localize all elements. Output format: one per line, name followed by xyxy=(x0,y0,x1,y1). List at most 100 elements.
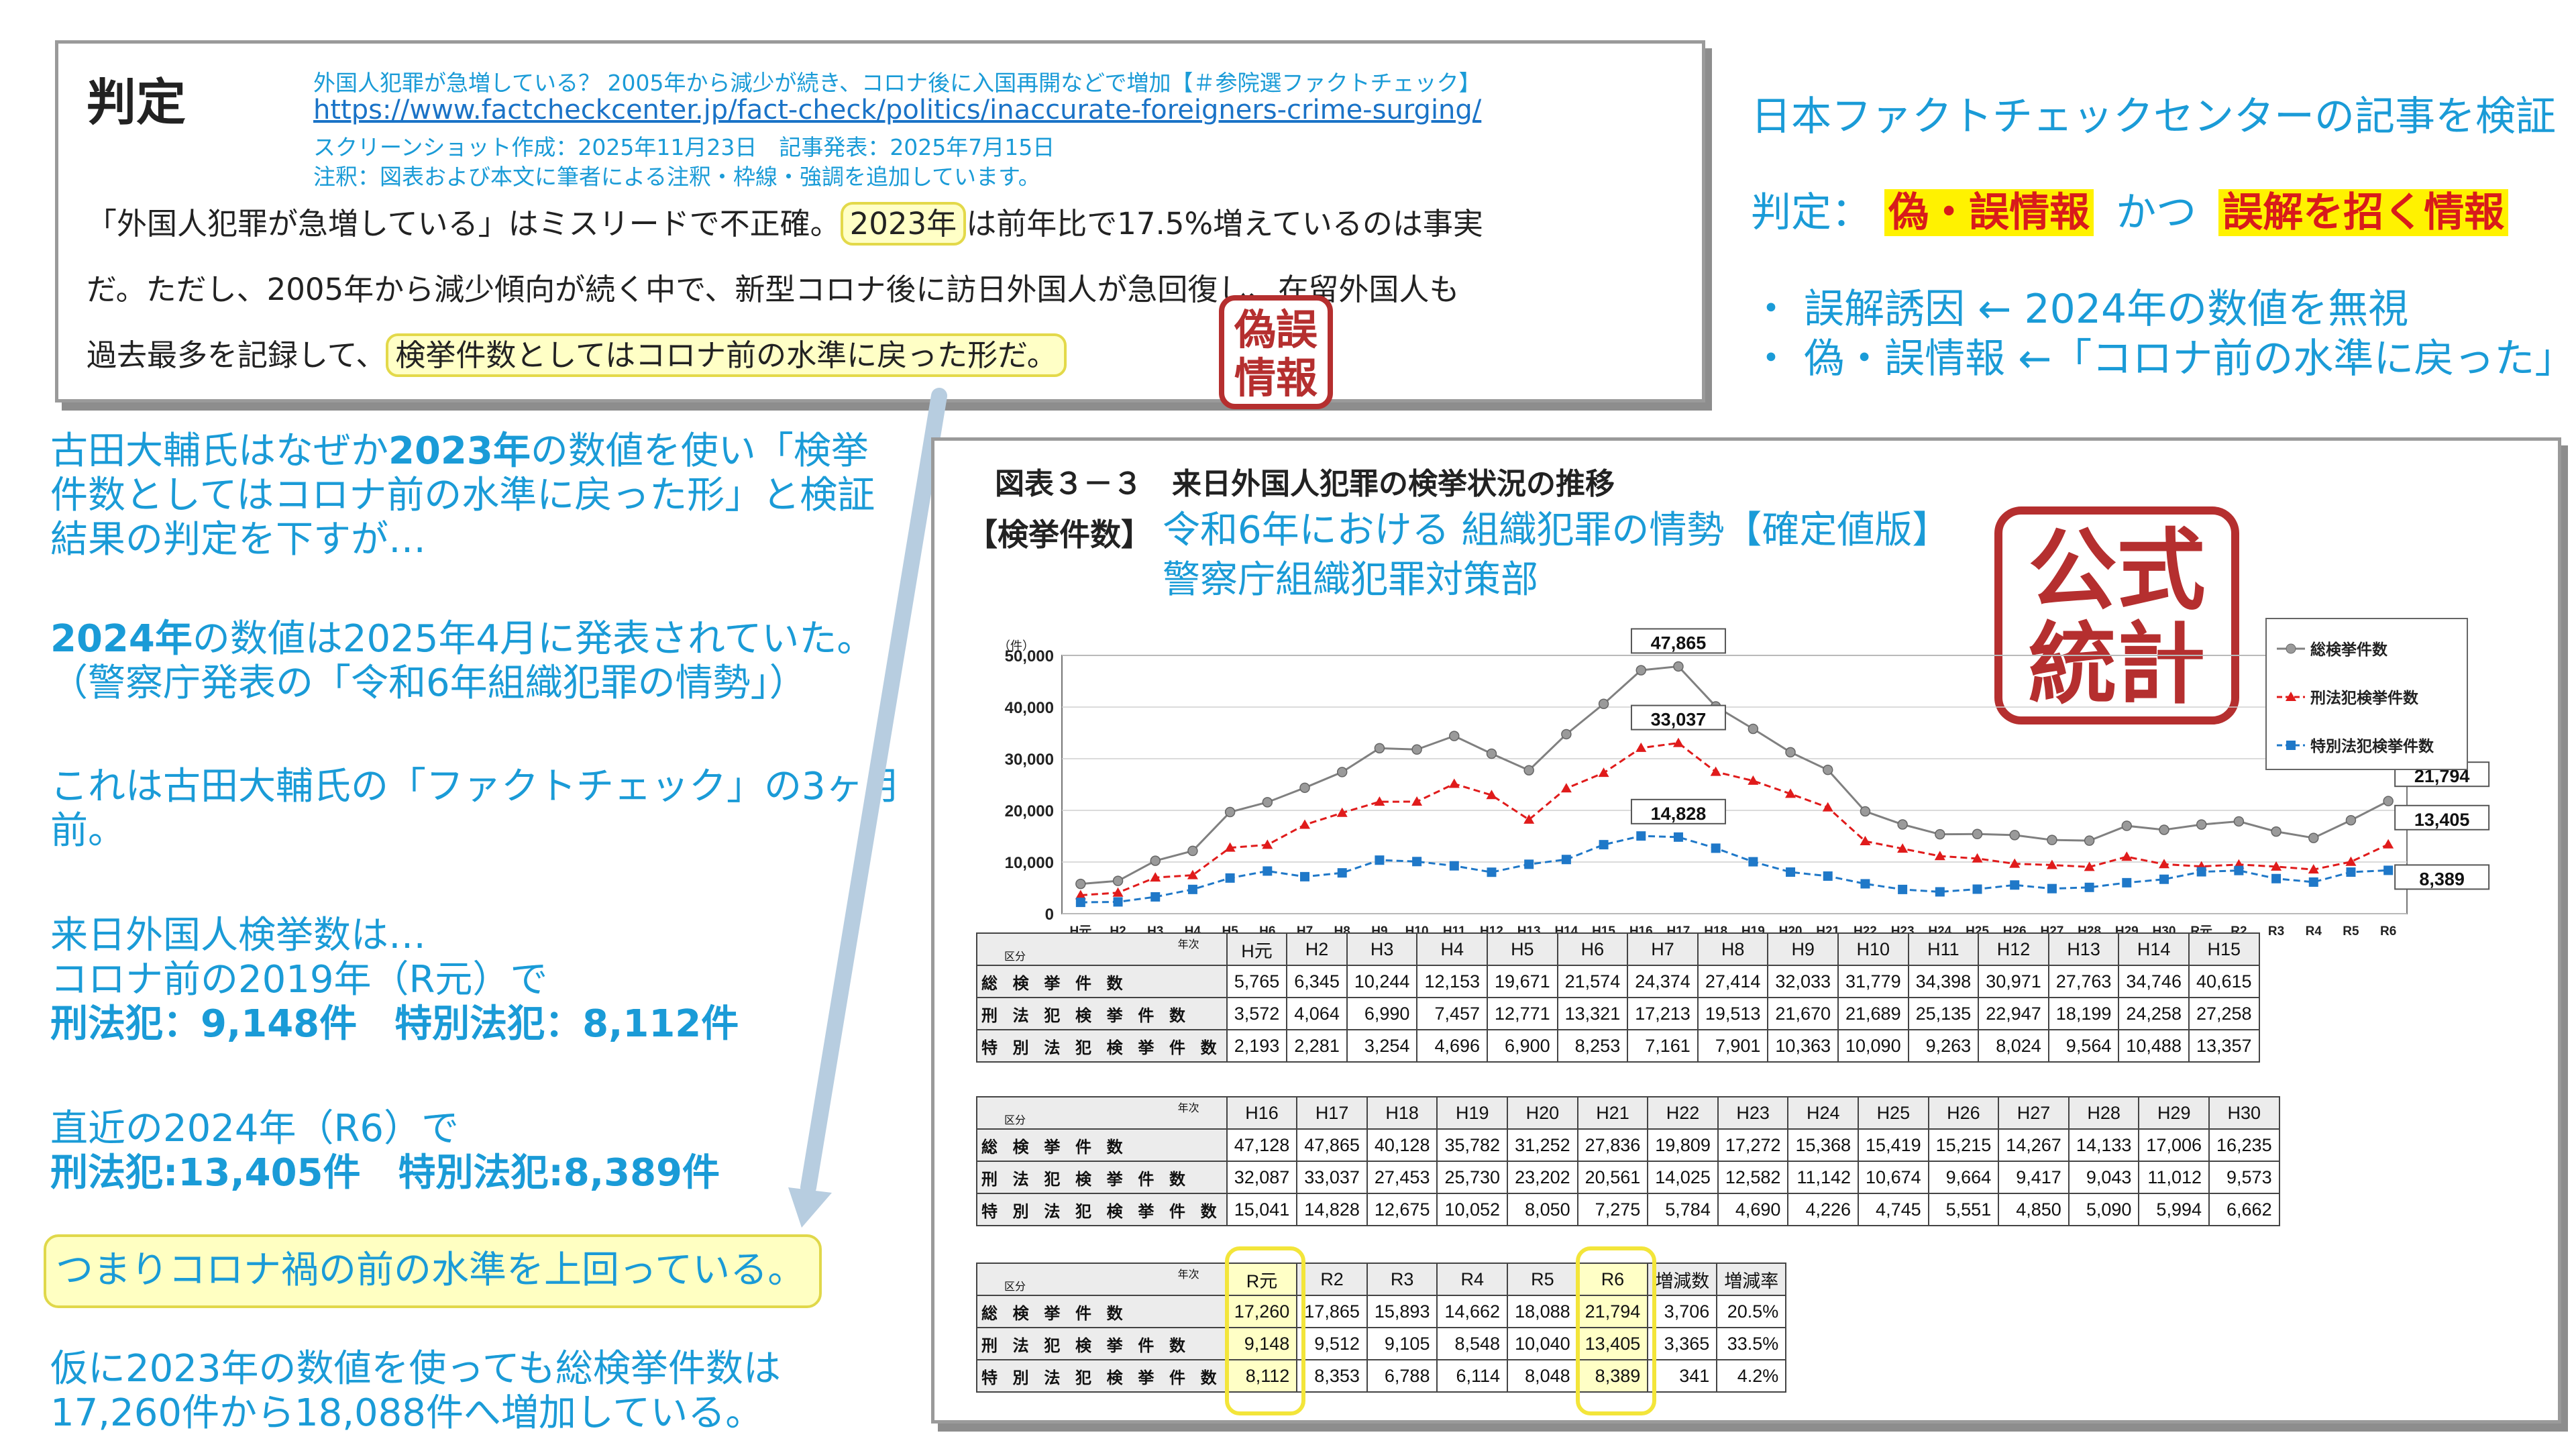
data-label: 13,405 xyxy=(2414,810,2470,830)
screenshot-info: スクリーンショット作成：2025年11月23日 記事発表：2025年7月15日 xyxy=(313,134,1055,160)
data-point xyxy=(2158,859,2169,869)
table-row: 刑 法 犯 検 挙 件 数 9,148 9,512 9,105 8,548 10,040 1… xyxy=(976,1327,1787,1360)
data-point xyxy=(1448,778,1460,788)
data-point xyxy=(2121,820,2133,831)
data-point xyxy=(1972,853,1983,863)
data-point xyxy=(2383,865,2394,875)
data-point xyxy=(1150,872,1161,882)
data-point xyxy=(2046,859,2057,869)
data-point xyxy=(1075,890,1086,900)
data-point xyxy=(2084,861,2095,871)
data-point xyxy=(2308,877,2318,887)
article-url-link[interactable]: https://www.factcheckcenter.jp/fact-chec… xyxy=(313,95,1482,125)
highlight-ring-r1 xyxy=(1224,1246,1306,1415)
data-point xyxy=(1449,861,1459,871)
data-point xyxy=(2271,861,2282,871)
data-point xyxy=(1224,842,1236,852)
legend-label: 刑法犯検挙件数 xyxy=(2310,689,2419,707)
data-point xyxy=(1860,836,1871,846)
annotation-note: 注釈：図表および本文に筆者による注釈・枠線・強調を追加しています。 xyxy=(313,164,1040,190)
data-point xyxy=(1710,766,1721,776)
series-line-1 xyxy=(1080,742,2389,896)
table-row: 刑 法 犯 検 挙 件 数 3,572 4,064 6,990 7,457 12,771 1… xyxy=(976,997,2260,1030)
data-point xyxy=(1860,806,1871,817)
verdict-false-badge: 偽・誤情報 xyxy=(1884,189,2094,236)
data-point xyxy=(1785,788,1796,798)
y-tick-label: 0 xyxy=(1045,906,1054,924)
legend-marker xyxy=(2286,741,2296,750)
data-point xyxy=(1412,857,1422,867)
commentary-paragraph-5: 直近の2024年（R6）で 刑法犯:13,405件 特別法犯:8,389件 xyxy=(50,1107,720,1195)
data-point xyxy=(1711,843,1721,853)
data-point xyxy=(1262,797,1273,808)
false-info-stamp: 偽誤 情報 xyxy=(1219,295,1333,409)
table-corner: 年次 区分 xyxy=(976,932,1228,966)
data-point xyxy=(1934,851,1945,861)
data-point xyxy=(1225,873,1235,883)
data-point xyxy=(1411,744,1422,755)
data-point xyxy=(2122,877,2132,888)
data-label-box xyxy=(2394,864,2490,890)
data-point xyxy=(1673,832,1683,842)
table-row: 特 別 法 犯 検 挙 件 数 2,193 2,281 3,254 4,696 6,900… xyxy=(976,1029,2260,1063)
summary-title: 日本ファクトチェックセンターの記事を検証 xyxy=(1751,93,2556,140)
figure-title: 図表３－３ 来日外国人犯罪の検挙状況の推移 xyxy=(995,467,1615,501)
data-point xyxy=(1187,845,1198,857)
series-line-2 xyxy=(1080,835,2389,904)
data-point xyxy=(1935,887,1945,897)
highlight-claim: 検挙件数としてはコロナ前の水準に戻った形だ。 xyxy=(386,333,1067,377)
data-label: 33,037 xyxy=(1651,710,1707,730)
data-point xyxy=(2234,865,2244,875)
legend-marker xyxy=(2286,692,2296,701)
data-point xyxy=(2084,882,2094,892)
data-point xyxy=(1524,859,1534,869)
data-label: 14,828 xyxy=(1651,804,1707,824)
commentary-paragraph-6: 仮に2023年の数値を使っても総検挙件数は17,260件から18,088件へ増加… xyxy=(50,1347,781,1435)
x-tick-label: R6 xyxy=(2380,924,2396,938)
data-point xyxy=(1187,884,1197,894)
data-point xyxy=(1299,782,1310,794)
data-point xyxy=(1187,869,1198,879)
data-point xyxy=(2271,873,2282,883)
data-point xyxy=(1561,855,1571,865)
data-point xyxy=(2047,835,2057,845)
data-point xyxy=(1336,767,1348,777)
data-point xyxy=(1487,867,1497,877)
table-row: 特 別 法 犯 検 挙 件 数 8,112 8,353 6,788 6,114 8,048… xyxy=(976,1359,1787,1393)
data-point xyxy=(1748,723,1759,735)
data-point xyxy=(1860,879,1870,889)
data-point xyxy=(1375,855,1385,865)
data-point xyxy=(2196,867,2206,877)
table-header-row: 年次 区分 R元 R2 R3 R4 R5 R6 増減数 増減率 xyxy=(976,1263,1787,1296)
data-point xyxy=(1935,828,1945,840)
data-point xyxy=(1561,729,1572,740)
table-row: 刑 法 犯 検 挙 件 数 32,087 33,037 27,453 25,730 23,… xyxy=(976,1161,2280,1194)
figure-subtitle: 【検挙件数】 xyxy=(967,517,1152,553)
table-row: 総 検 挙 件 数 17,260 17,865 15,893 14,662 18,088 2… xyxy=(976,1295,1787,1328)
data-point xyxy=(1113,897,1123,907)
data-point xyxy=(1263,866,1273,876)
highlight-ring-r6 xyxy=(1575,1246,1657,1415)
data-point xyxy=(1786,867,1796,877)
data-label-box xyxy=(1630,628,1726,654)
data-point xyxy=(1150,855,1161,866)
data-label: 47,865 xyxy=(1651,633,1707,653)
data-point xyxy=(2308,864,2319,874)
data-point xyxy=(1112,875,1124,886)
data-point xyxy=(1748,775,1759,785)
table-header-row: 年次 区分 H16 H17 H18 H19 H20 H21 H22 H23 H24 H25 H26 H2… xyxy=(976,1096,2280,1130)
verdict-misleading-badge: 誤解を招く情報 xyxy=(2218,189,2509,236)
x-tick-label: R4 xyxy=(2306,924,2322,938)
data-point xyxy=(1898,884,1908,894)
data-point xyxy=(1673,661,1684,672)
table-corner: 年次 区分 xyxy=(976,1263,1228,1296)
data-point xyxy=(1299,819,1311,829)
data-point xyxy=(1672,737,1684,747)
source-line-2: 警察庁組織犯罪対策部 xyxy=(1163,558,1538,602)
legend-label: 総検挙件数 xyxy=(2310,641,2388,659)
data-label: 8,389 xyxy=(2419,869,2465,889)
official-stats-stamp: 公式 統計 xyxy=(1994,506,2239,724)
data-point xyxy=(1374,743,1385,754)
